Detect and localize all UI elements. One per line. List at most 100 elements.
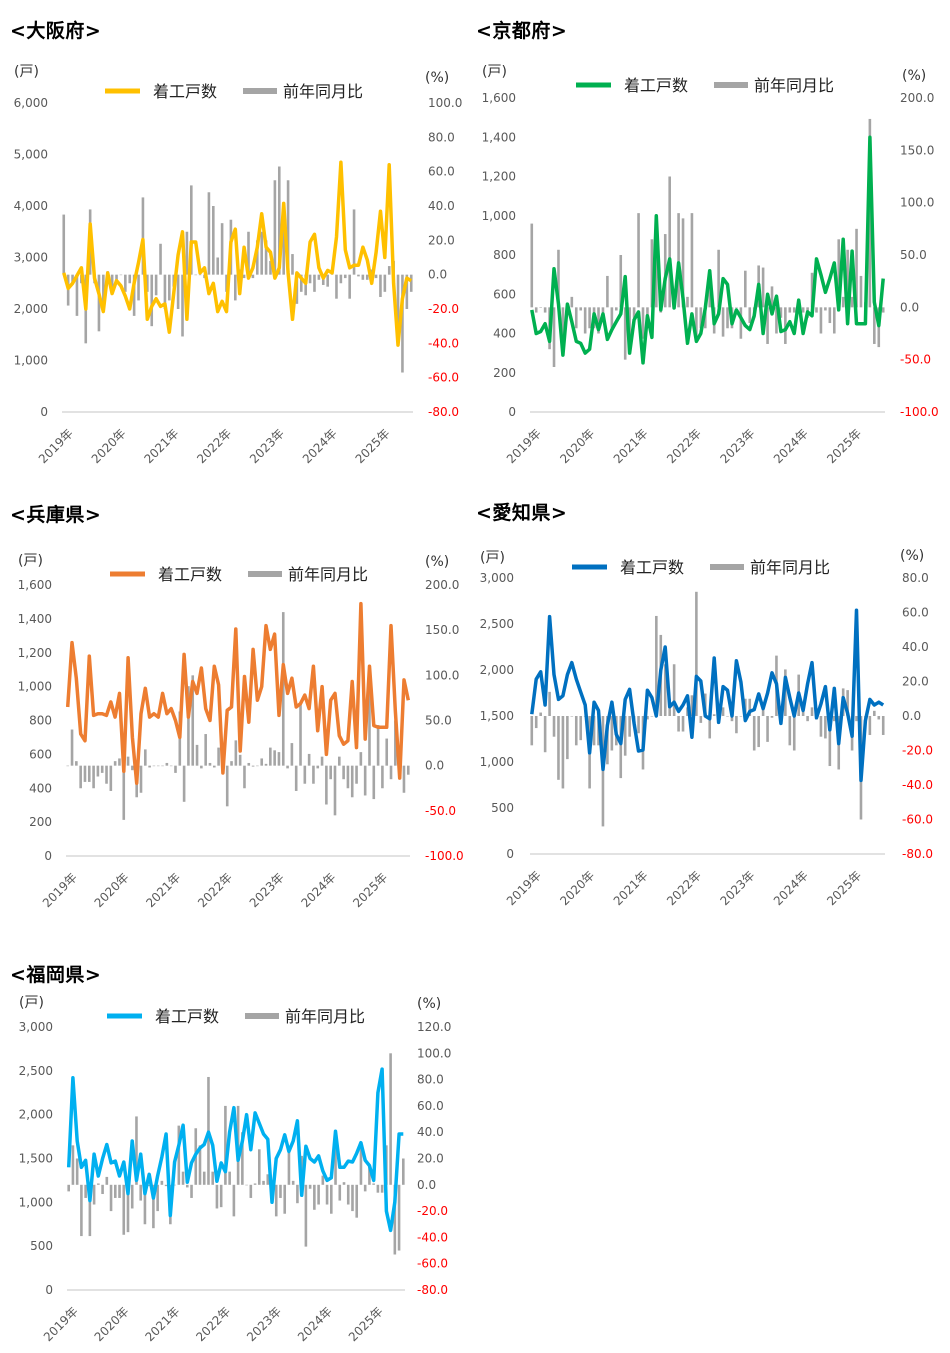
yoy-bar (726, 307, 729, 329)
yoy-bar (207, 192, 211, 275)
yoy-bar (770, 286, 774, 308)
yoy-bar (101, 1184, 104, 1195)
yoy-bar (351, 1184, 354, 1212)
yoy-bar (557, 249, 560, 308)
yoy-bar (389, 1053, 392, 1185)
right-axis-tick-label: -50.0 (425, 804, 456, 818)
yoy-bar (308, 1184, 312, 1189)
yoy-bar (766, 307, 769, 344)
left-axis-tick-label: 1,200 (482, 170, 516, 184)
yoy-bar (71, 1145, 75, 1185)
yoy-bar (317, 274, 321, 280)
yoy-bar (393, 1184, 397, 1255)
yoy-bar (574, 716, 578, 746)
starts-line (66, 1067, 404, 1233)
chart-4: 0 500 1,000 1,500 2,000 2,500 3,000 -80.0 -60.0 -… (19, 995, 452, 1344)
yoy-bar (173, 1184, 176, 1186)
yoy-bar (606, 275, 609, 308)
left-axis-tick-label: 4,000 (14, 199, 48, 213)
yoy-bar (294, 765, 298, 791)
yoy-bar (365, 274, 369, 280)
yoy-bar (303, 765, 307, 784)
x-axis-tick-label: 2021年 (611, 426, 651, 466)
yoy-bar (779, 307, 783, 318)
yoy-bar (228, 1171, 231, 1185)
left-axis-tick-label: 500 (30, 1239, 53, 1253)
x-axis-tick-label: 2021年 (611, 868, 651, 908)
yoy-bar (566, 716, 569, 760)
yoy-bar (405, 274, 409, 309)
yoy-bar (105, 1176, 109, 1185)
yoy-bar (868, 716, 872, 735)
legend-bar-swatch (243, 88, 277, 94)
yoy-bar (255, 240, 259, 275)
chart-title-aichi: <愛知県> (476, 502, 568, 524)
left-axis-unit: (戸) (19, 995, 44, 1011)
right-axis-tick-label: -60.0 (417, 1257, 448, 1271)
yoy-bar (185, 231, 189, 275)
legend-bar-label: 前年同月比 (754, 76, 834, 95)
right-axis-tick-label: 0.0 (900, 300, 919, 314)
yoy-bar (225, 765, 229, 807)
yoy-bar (539, 712, 542, 716)
yoy-bar (389, 765, 393, 780)
yoy-bar (202, 1171, 206, 1185)
chart-title-osaka: <大阪府> (10, 20, 102, 42)
right-axis-tick-label: 150.0 (900, 143, 934, 157)
right-axis-tick-label: 100.0 (425, 668, 459, 682)
yoy-bar (273, 180, 277, 275)
yoy-bar (219, 1184, 223, 1208)
x-axis-tick-label: 2023年 (717, 426, 757, 466)
left-axis-unit: (戸) (18, 553, 43, 569)
yoy-bar (286, 180, 290, 275)
yoy-bar (287, 1149, 291, 1185)
yoy-bar (792, 716, 796, 751)
yoy-bar (247, 762, 251, 766)
yoy-bar (251, 765, 255, 767)
left-axis-tick-label: 1,000 (480, 755, 514, 769)
yoy-bar (291, 1180, 295, 1185)
right-axis-tick-label: -20.0 (428, 302, 459, 316)
yoy-bar (623, 307, 627, 360)
chart-title-kyoto: <京都府> (476, 20, 568, 42)
right-axis-tick-label: 200.0 (900, 91, 934, 105)
x-axis-tick-label: 2023年 (244, 1304, 284, 1344)
yoy-bar (708, 281, 712, 308)
yoy-bar (394, 720, 397, 766)
legend-bar-label: 前年同月比 (285, 1007, 365, 1026)
yoy-bar (792, 307, 796, 313)
yoy-bar (326, 274, 329, 287)
yoy-bar (225, 274, 228, 292)
yoy-bar (281, 612, 285, 766)
left-axis-tick-label: 0 (44, 849, 52, 863)
yoy-bar (846, 690, 849, 716)
yoy-bar (775, 307, 778, 334)
left-axis-tick-label: 1,200 (18, 646, 52, 660)
x-axis-tick-label: 2020年 (92, 1304, 132, 1344)
legend-line-label: 着工戸数 (158, 565, 222, 584)
yoy-bar (75, 274, 79, 316)
left-axis-tick-label: 500 (491, 801, 514, 815)
yoy-bar (380, 1184, 384, 1193)
left-axis-tick-label: 0 (40, 405, 48, 419)
yoy-bar (628, 716, 631, 737)
yoy-bar (712, 714, 716, 716)
yoy-bar (570, 716, 574, 717)
yoy-bar (342, 765, 345, 780)
left-axis-tick-label: 2,500 (19, 1064, 53, 1078)
right-axis-tick-label: 100.0 (417, 1046, 451, 1060)
yoy-bar (168, 274, 171, 301)
yoy-bar (141, 197, 145, 275)
yoy-bar (368, 1165, 371, 1185)
yoy-bar (343, 274, 347, 279)
yoy-bar (269, 747, 272, 766)
x-axis-tick-label: 2019年 (41, 1304, 81, 1344)
yoy-bar (548, 691, 551, 716)
yoy-bar (160, 1180, 164, 1185)
x-axis-tick-label: 2021年 (143, 870, 183, 910)
legend-bar-swatch (714, 82, 748, 88)
yoy-bar (243, 765, 246, 789)
left-axis-tick-label: 600 (29, 747, 52, 761)
yoy-bar (234, 274, 237, 301)
yoy-bar (708, 716, 712, 739)
